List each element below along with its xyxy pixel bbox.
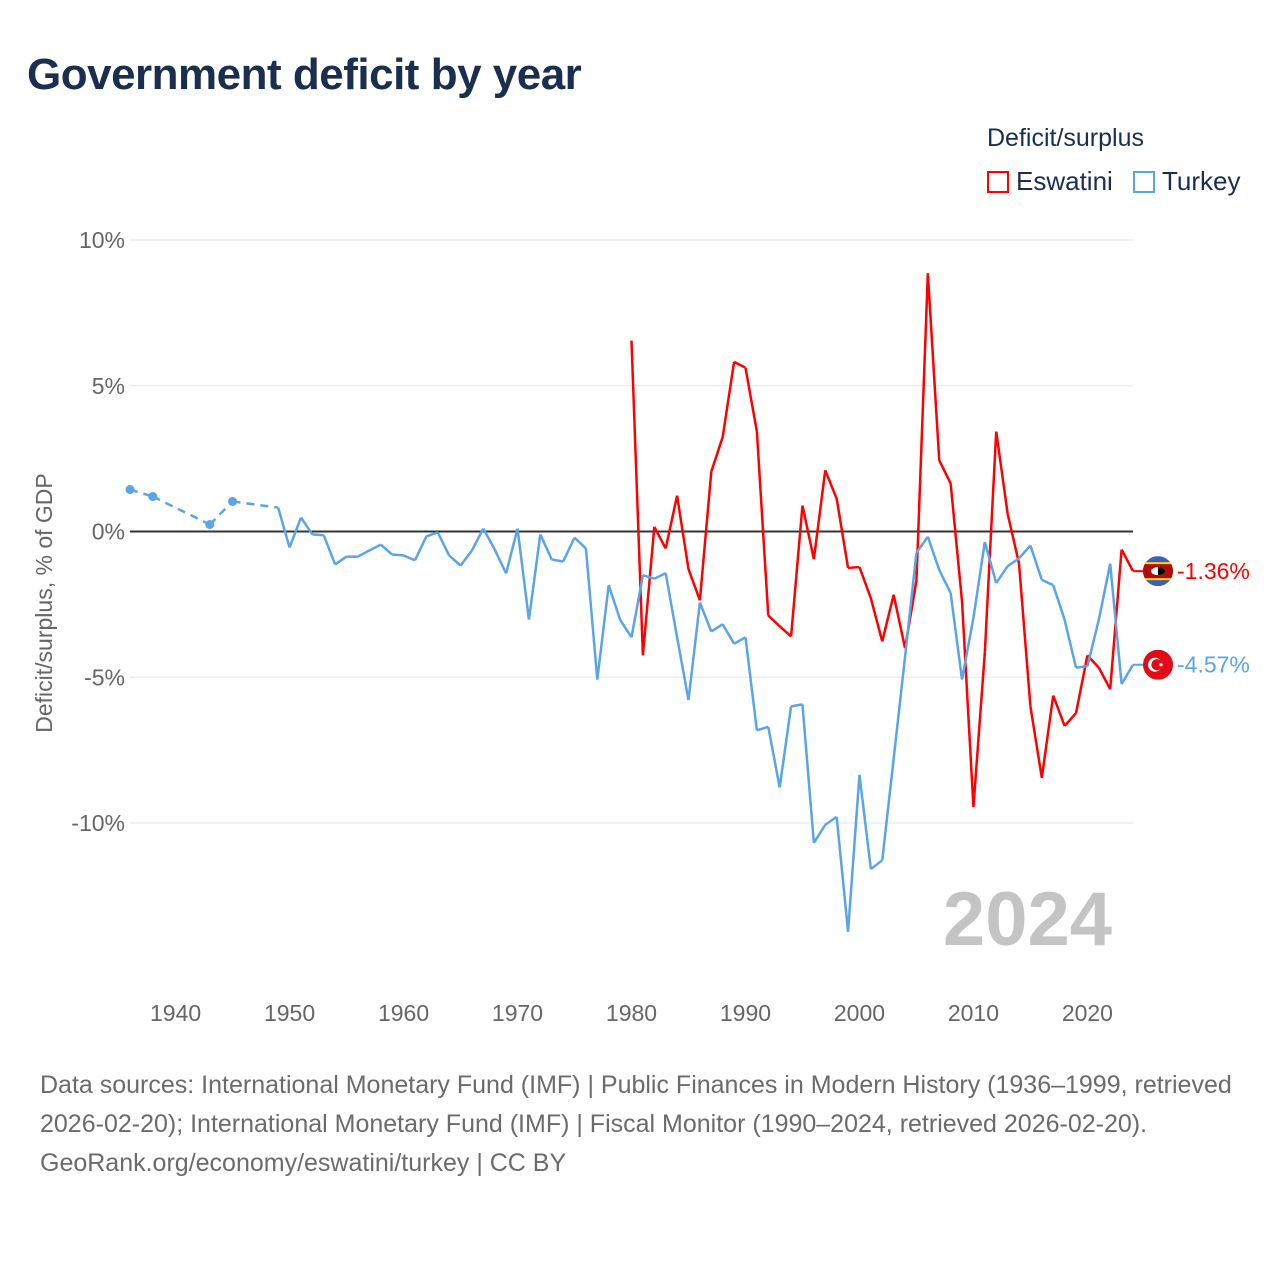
legend-label-turkey: Turkey <box>1162 166 1241 196</box>
x-tick-label: 1960 <box>378 1000 429 1026</box>
turkey-flag-icon <box>1143 649 1173 680</box>
y-tick-label: 0% <box>92 519 125 545</box>
series-line-eswatini <box>630 273 1135 808</box>
x-tick-label: 1940 <box>150 1000 201 1026</box>
data-point-turkey <box>148 492 158 502</box>
eswatini-flag-icon <box>1143 556 1173 587</box>
footer: Data sources: International Monetary Fun… <box>40 1066 1240 1183</box>
data-point-turkey <box>205 520 215 530</box>
legend-item-turkey[interactable]: Turkey <box>1133 166 1241 197</box>
y-tick-label: 10% <box>79 227 125 253</box>
series-gap-turkey <box>208 500 234 526</box>
y-tick-label: 5% <box>92 373 125 399</box>
series-line-turkey <box>276 507 1135 932</box>
x-tick-label: 2020 <box>1062 1000 1113 1026</box>
series-gap-turkey <box>232 500 279 509</box>
x-tick-label: 1980 <box>606 1000 657 1026</box>
series-gap-turkey <box>152 495 211 526</box>
end-label-eswatini: -1.36% <box>1177 558 1250 584</box>
x-tick-label: 2000 <box>834 1000 885 1026</box>
end-label-turkey: -4.57% <box>1177 652 1250 678</box>
x-tick-label: 1950 <box>264 1000 315 1026</box>
data-point-turkey <box>228 496 238 506</box>
x-tick-label: 1970 <box>492 1000 543 1026</box>
attribution-link[interactable]: GeoRank.org/economy/eswatini/turkey | CC… <box>40 1149 567 1177</box>
chart-title: Government deficit by year <box>27 50 582 99</box>
y-tick-label: -5% <box>84 664 125 690</box>
legend-label-eswatini: Eswatini <box>1016 166 1113 196</box>
y-tick-label: -10% <box>71 810 125 836</box>
legend-swatch-turkey <box>1133 170 1155 193</box>
x-tick-label: 1990 <box>720 1000 771 1026</box>
legend-item-eswatini[interactable]: Eswatini <box>987 166 1113 197</box>
x-tick-label: 2010 <box>948 1000 999 1026</box>
data-sources: Data sources: International Monetary Fun… <box>40 1071 1232 1138</box>
legend-swatch-eswatini <box>987 170 1009 193</box>
legend-title: Deficit/surplus <box>987 124 1144 152</box>
line-chart: 10% 5% 0% -5% -10% 1940 1950 1960 1970 1980 1990 20… <box>31 227 1250 1026</box>
data-point-turkey <box>125 485 135 495</box>
year-watermark: 2024 <box>943 877 1112 962</box>
y-axis-label: Deficit/surplus, % of GDP <box>31 473 57 732</box>
